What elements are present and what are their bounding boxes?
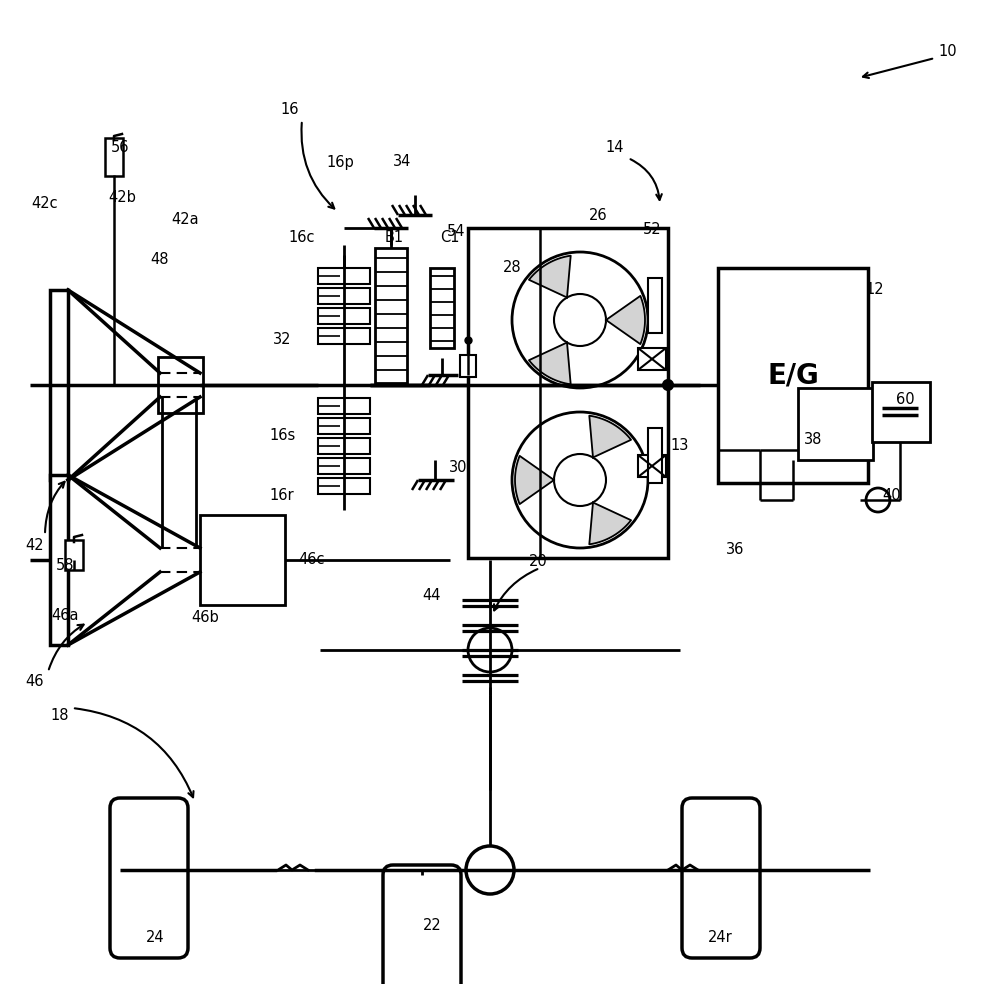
Text: 60: 60: [896, 393, 914, 407]
Circle shape: [512, 412, 648, 548]
Text: 58: 58: [56, 558, 74, 573]
Polygon shape: [529, 342, 571, 385]
FancyBboxPatch shape: [682, 798, 760, 958]
Bar: [718, 268, 868, 483]
Bar: [375, 248, 407, 383]
Text: 26: 26: [589, 208, 607, 222]
FancyBboxPatch shape: [110, 798, 188, 958]
Bar: [318, 328, 370, 344]
Text: 30: 30: [449, 461, 467, 475]
Text: 46c: 46c: [299, 552, 325, 568]
Text: 24r: 24r: [708, 931, 732, 946]
Text: 12: 12: [866, 282, 884, 297]
Bar: [318, 418, 370, 434]
Text: 16r: 16r: [270, 487, 294, 503]
Polygon shape: [515, 456, 554, 504]
Text: 10: 10: [939, 44, 957, 59]
Bar: [318, 398, 370, 414]
Bar: [318, 478, 370, 494]
Text: 40: 40: [883, 487, 901, 503]
Bar: [318, 288, 370, 304]
Text: 52: 52: [643, 222, 661, 237]
Circle shape: [554, 454, 606, 506]
Text: 42c: 42c: [32, 196, 58, 211]
Bar: [430, 268, 454, 348]
Bar: [318, 308, 370, 324]
Circle shape: [866, 488, 890, 512]
Circle shape: [554, 294, 606, 346]
Text: 24: 24: [146, 931, 164, 946]
Text: 13: 13: [671, 438, 689, 453]
Text: 46a: 46a: [51, 607, 79, 623]
Bar: [648, 278, 662, 333]
Text: 56: 56: [111, 141, 129, 155]
Text: B1: B1: [384, 230, 404, 245]
Bar: [50, 290, 68, 480]
Text: 16s: 16s: [270, 427, 296, 443]
Polygon shape: [589, 415, 631, 458]
Bar: [638, 455, 666, 477]
Bar: [318, 268, 370, 284]
Bar: [318, 458, 370, 474]
Bar: [798, 388, 873, 460]
Bar: [158, 357, 203, 413]
Text: 32: 32: [273, 333, 291, 347]
Bar: [200, 515, 285, 605]
Circle shape: [468, 628, 512, 672]
Text: 16p: 16p: [326, 154, 354, 169]
Text: 38: 38: [804, 433, 822, 448]
Text: 16c: 16c: [289, 230, 315, 245]
Text: 46b: 46b: [191, 610, 219, 626]
Bar: [318, 438, 370, 454]
Text: 20: 20: [529, 555, 547, 570]
Text: 34: 34: [393, 154, 411, 169]
Text: 44: 44: [423, 587, 441, 602]
Bar: [460, 355, 476, 377]
Text: 14: 14: [606, 141, 624, 155]
Text: C1: C1: [440, 230, 460, 245]
Text: 46: 46: [26, 674, 44, 690]
Bar: [638, 348, 666, 370]
Bar: [65, 540, 83, 570]
Bar: [468, 228, 668, 558]
Circle shape: [512, 252, 648, 388]
Polygon shape: [589, 503, 631, 544]
FancyBboxPatch shape: [383, 865, 461, 984]
Text: 42: 42: [26, 537, 44, 552]
Bar: [872, 382, 930, 442]
Circle shape: [663, 380, 673, 390]
Polygon shape: [606, 296, 645, 344]
Text: 42b: 42b: [108, 191, 136, 206]
Text: 54: 54: [447, 224, 465, 239]
Text: 16: 16: [281, 102, 299, 117]
Text: 36: 36: [726, 542, 744, 558]
Circle shape: [466, 846, 514, 894]
Text: 22: 22: [423, 917, 441, 933]
Bar: [648, 428, 662, 483]
Text: 28: 28: [503, 261, 521, 276]
Bar: [105, 138, 123, 176]
Bar: [50, 475, 68, 645]
Text: 18: 18: [51, 707, 69, 722]
Polygon shape: [529, 256, 571, 297]
Text: E/G: E/G: [767, 361, 819, 389]
Text: 42a: 42a: [171, 213, 199, 227]
Text: 48: 48: [151, 253, 169, 268]
